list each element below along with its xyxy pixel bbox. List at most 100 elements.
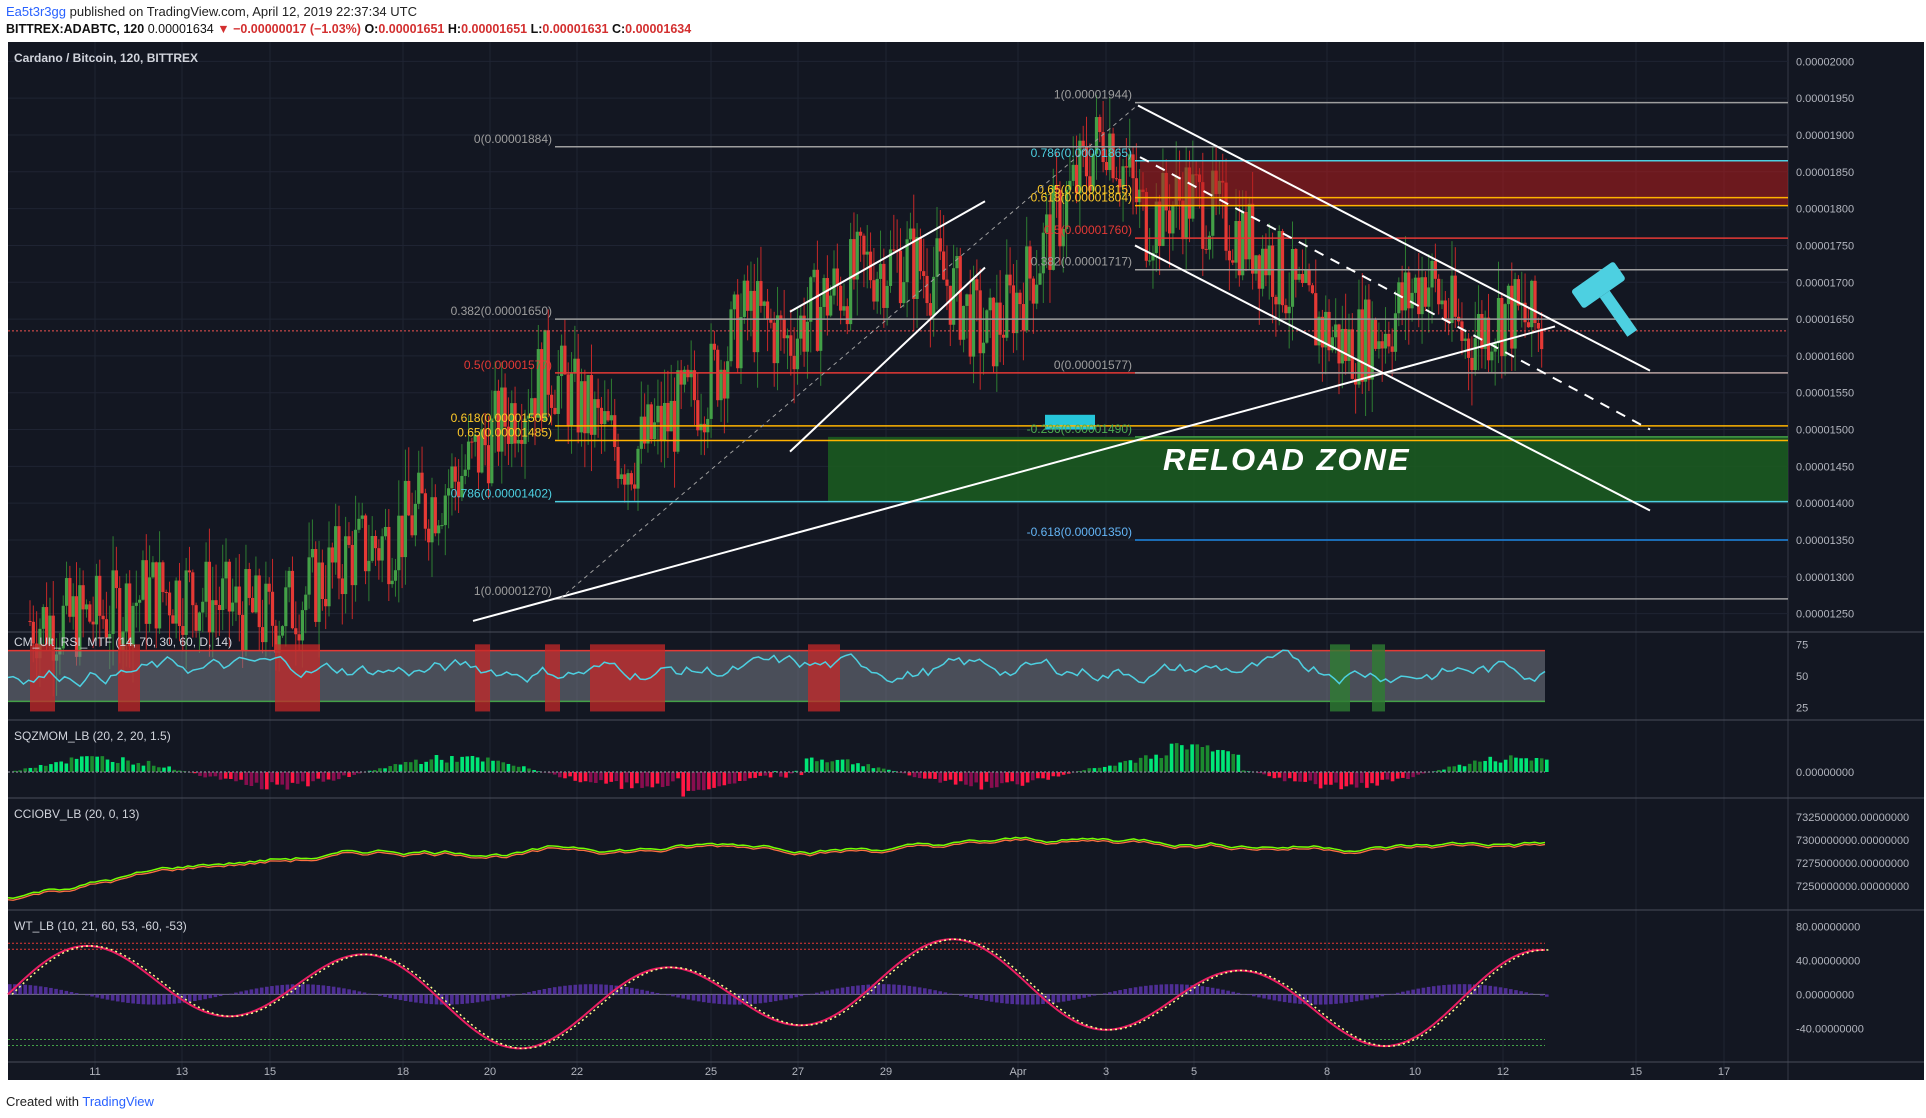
sqz-bar xyxy=(686,772,691,791)
candle-body xyxy=(237,586,241,615)
sqz-bar xyxy=(336,772,341,780)
candle-body xyxy=(1018,292,1022,305)
wt-diff-bar xyxy=(881,984,886,995)
wt-diff-bar xyxy=(295,984,300,995)
candle-body xyxy=(1111,133,1115,179)
sqz-bar xyxy=(1123,760,1128,772)
wt-diff-bar xyxy=(8,984,12,995)
sqz-bar xyxy=(594,772,598,783)
sqz-bar xyxy=(1221,750,1225,772)
candle-body xyxy=(1324,311,1328,348)
candle-body xyxy=(1124,166,1128,168)
sqz-bar xyxy=(1282,772,1287,782)
sqz-bar xyxy=(614,772,619,782)
sqz-bar xyxy=(1046,772,1050,780)
sqz-bar xyxy=(244,772,249,785)
sqz-bar xyxy=(1318,772,1323,789)
sqz-bar xyxy=(917,772,922,779)
candle-body xyxy=(486,445,491,484)
wt-diff-bar xyxy=(1385,994,1390,996)
sqz-bar xyxy=(578,772,583,783)
wt-diff-bar xyxy=(1020,994,1025,1005)
wt-diff-bar xyxy=(141,994,146,1005)
open-value: 0.00001651 xyxy=(378,22,445,36)
sqz-bar xyxy=(1267,772,1272,777)
time-tick-label: 12 xyxy=(1497,1066,1509,1078)
wt-diff-bar xyxy=(259,987,264,995)
candle-body xyxy=(363,515,368,572)
candle-body xyxy=(154,562,158,629)
candle-body xyxy=(370,536,374,561)
sqz-bar xyxy=(876,767,881,772)
candle-body xyxy=(337,526,341,579)
candle-body xyxy=(1357,309,1361,385)
sqz-bar xyxy=(933,772,937,779)
rsi-oversold-highlight xyxy=(1372,644,1385,712)
candle-body xyxy=(350,544,354,586)
candle-body xyxy=(277,635,281,653)
candle-body xyxy=(795,338,800,370)
candle-body xyxy=(716,349,720,401)
wt-diff-bar xyxy=(563,985,567,995)
sqz-bar xyxy=(558,772,562,778)
wt-diff-bar xyxy=(208,994,213,999)
candle-body xyxy=(1420,277,1424,315)
sqz-bar xyxy=(1298,772,1302,782)
candle-body xyxy=(892,249,896,251)
author-link[interactable]: Ea5t3r3gg xyxy=(6,4,66,19)
wt-diff-bar xyxy=(902,985,907,995)
candle-body xyxy=(922,271,926,276)
candle-body xyxy=(174,580,178,624)
sqz-bar xyxy=(1231,754,1236,772)
candle-body xyxy=(121,631,125,651)
wt-diff-bar xyxy=(547,988,552,995)
candle-body xyxy=(1417,277,1421,315)
candle-body xyxy=(500,387,504,452)
wt-diff-bar xyxy=(496,994,500,999)
time-tick-label: 15 xyxy=(1630,1066,1642,1078)
sqz-bar xyxy=(1457,764,1462,772)
wt-diff-bar xyxy=(54,988,58,995)
tradingview-logo[interactable]: TradingView xyxy=(82,1094,154,1109)
close-value: 0.00001634 xyxy=(625,22,692,36)
wt-diff-bar xyxy=(1046,994,1050,1004)
sqz-bar xyxy=(881,768,886,772)
candle-body xyxy=(463,469,467,476)
candle-body xyxy=(1151,253,1155,261)
sqz-bar xyxy=(1509,755,1513,772)
candle-body xyxy=(546,330,550,395)
wt-diff-bar xyxy=(1000,994,1004,1004)
wt-diff-bar xyxy=(301,984,305,995)
sqz-bar xyxy=(1478,761,1482,772)
candle-body xyxy=(1410,292,1414,309)
sqz-bar xyxy=(1077,771,1081,772)
wt-diff-bar xyxy=(172,994,177,1004)
candle-body xyxy=(633,484,637,489)
channel-upper-left xyxy=(789,200,986,313)
wt-diff-bar xyxy=(1380,994,1385,997)
channel-mid-dashed xyxy=(1139,156,1651,431)
sqz-bar xyxy=(1169,743,1174,772)
candle-body xyxy=(712,343,717,350)
wt-diff-bar xyxy=(583,984,588,995)
tradingview-chart[interactable]: 0.00002000 0.00001950 0.00001900 0.00001850… xyxy=(0,42,1926,1082)
candle-body xyxy=(656,405,660,423)
wt-diff-bar xyxy=(676,994,680,998)
sqz-bar xyxy=(1092,768,1097,772)
price-tick-label: 0.00001550 xyxy=(1796,388,1854,400)
sqz-bar xyxy=(568,772,572,777)
candle-body xyxy=(1383,333,1388,349)
sqz-bar xyxy=(203,772,207,778)
candle-body xyxy=(629,473,633,485)
wt-diff-bar xyxy=(1257,994,1261,998)
price-tick-label: 0.00001650 xyxy=(1796,314,1854,326)
candle-body xyxy=(290,570,295,629)
wt-diff-bar xyxy=(254,988,259,995)
wt-diff-bar xyxy=(151,994,156,1005)
wt-diff-bar xyxy=(1478,984,1482,995)
sqz-bar xyxy=(1128,760,1133,772)
wt-diff-bar xyxy=(1437,985,1441,995)
candle-body xyxy=(729,309,733,362)
candle-body xyxy=(310,549,315,558)
fib-left-label: 0.786(0.00001402) xyxy=(451,487,552,501)
